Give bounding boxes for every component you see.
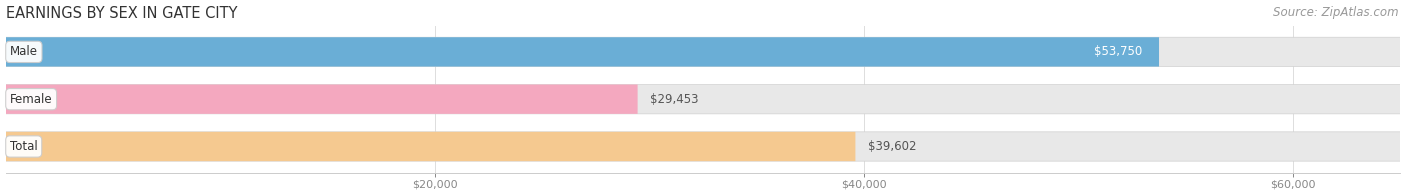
Text: $39,602: $39,602 — [869, 140, 917, 153]
FancyBboxPatch shape — [6, 85, 1400, 114]
Text: Total: Total — [10, 140, 38, 153]
FancyBboxPatch shape — [6, 37, 1159, 66]
Text: Male: Male — [10, 45, 38, 58]
Text: EARNINGS BY SEX IN GATE CITY: EARNINGS BY SEX IN GATE CITY — [6, 5, 238, 20]
Text: Female: Female — [10, 93, 52, 106]
Text: $29,453: $29,453 — [651, 93, 699, 106]
Text: Source: ZipAtlas.com: Source: ZipAtlas.com — [1274, 6, 1399, 19]
FancyBboxPatch shape — [6, 85, 637, 114]
FancyBboxPatch shape — [6, 37, 1400, 66]
Text: $53,750: $53,750 — [1094, 45, 1142, 58]
FancyBboxPatch shape — [6, 132, 1400, 161]
FancyBboxPatch shape — [6, 132, 855, 161]
